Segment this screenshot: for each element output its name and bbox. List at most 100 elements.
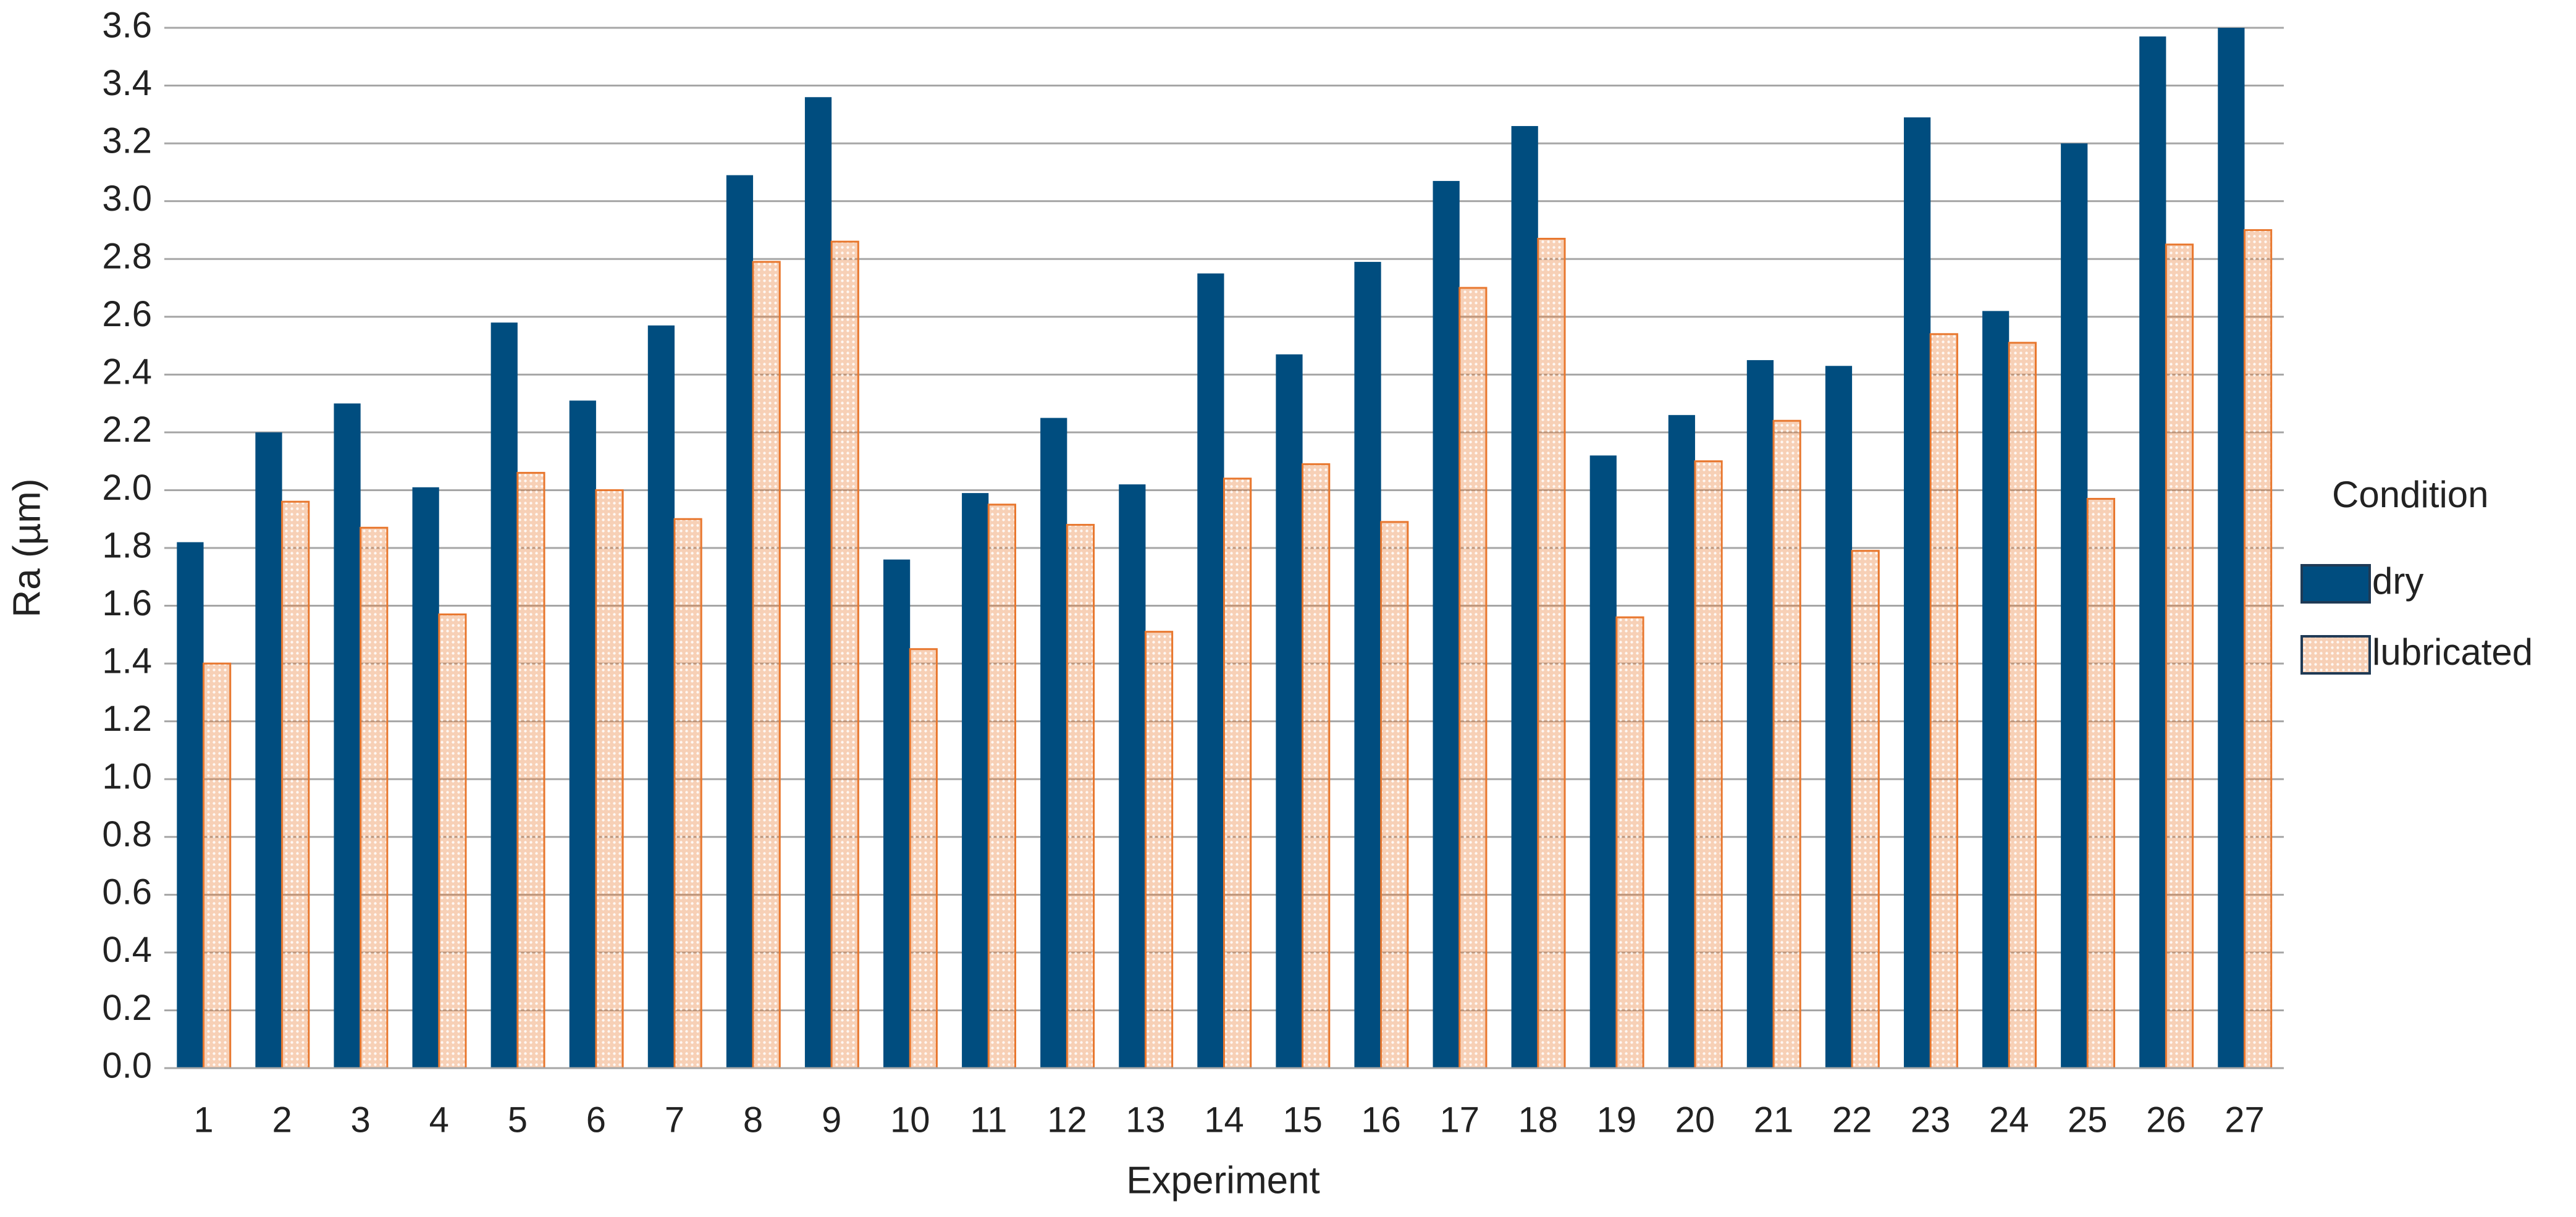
bar — [569, 400, 596, 1068]
y-tick-label: 2.0 — [102, 468, 152, 508]
bar — [1903, 117, 1931, 1068]
bar — [726, 175, 754, 1069]
x-tick-label: 12 — [1047, 1100, 1087, 1140]
x-tick-label: 16 — [1361, 1100, 1401, 1140]
bar — [804, 97, 832, 1069]
x-tick-label: 9 — [822, 1100, 841, 1140]
bar — [1851, 550, 1880, 1069]
bar — [987, 503, 1016, 1069]
x-tick-label: 1 — [193, 1100, 213, 1140]
bar — [962, 493, 989, 1068]
x-tick-label: 15 — [1282, 1100, 1323, 1140]
bar — [1537, 237, 1566, 1069]
x-tick-label: 13 — [1126, 1100, 1166, 1140]
bar — [1197, 273, 1224, 1069]
y-tick-label: 1.2 — [102, 699, 152, 739]
bar — [1144, 631, 1174, 1069]
y-tick-label: 2.8 — [102, 237, 152, 277]
bar — [595, 489, 624, 1069]
bar — [177, 542, 204, 1068]
x-tick-label: 6 — [586, 1100, 606, 1140]
y-tick-label: 0.0 — [102, 1045, 152, 1085]
x-tick-label: 27 — [2225, 1100, 2265, 1140]
bar — [752, 261, 781, 1069]
legend-label: dry — [2372, 560, 2423, 602]
x-tick-label: 22 — [1832, 1100, 1872, 1140]
bar — [1746, 360, 1774, 1068]
bar — [1982, 311, 2010, 1068]
legend-label: lubricated — [2372, 631, 2533, 673]
bar — [1511, 126, 1538, 1069]
bar — [516, 471, 545, 1069]
x-tick-label: 20 — [1675, 1100, 1715, 1140]
x-tick-label: 5 — [508, 1100, 528, 1140]
bar — [1119, 484, 1146, 1068]
y-tick-label: 0.4 — [102, 930, 152, 970]
x-tick-label: 23 — [1911, 1100, 1951, 1140]
bar — [203, 662, 232, 1069]
bar — [909, 648, 938, 1069]
bar — [334, 403, 361, 1068]
bar — [490, 322, 518, 1069]
legend-swatch — [2300, 564, 2371, 604]
bar — [2139, 36, 2166, 1069]
bar — [2061, 143, 2088, 1069]
bar — [438, 613, 467, 1069]
y-tick-label: 0.6 — [102, 872, 152, 912]
bar — [1066, 524, 1095, 1069]
x-tick-label: 25 — [2068, 1100, 2108, 1140]
x-axis-title: Experiment — [1126, 1159, 1320, 1202]
x-tick-label: 4 — [429, 1100, 449, 1140]
bar — [2008, 342, 2037, 1069]
bar — [1276, 354, 1303, 1068]
bar — [883, 559, 911, 1068]
y-tick-label: 1.8 — [102, 525, 152, 565]
x-tick-label: 26 — [2146, 1100, 2186, 1140]
bar — [2243, 229, 2273, 1069]
x-tick-label: 21 — [1754, 1100, 1794, 1140]
y-tick-label: 1.0 — [102, 757, 152, 797]
y-tick-label: 3.0 — [102, 179, 152, 219]
bar — [1458, 287, 1488, 1069]
x-tick-label: 17 — [1439, 1100, 1480, 1140]
y-tick-label: 2.2 — [102, 410, 152, 450]
bar — [1772, 419, 1801, 1069]
bar — [1825, 366, 1853, 1068]
y-tick-label: 2.6 — [102, 294, 152, 334]
bar — [2165, 243, 2194, 1069]
x-tick-label: 3 — [351, 1100, 371, 1140]
legend-title: Condition — [2332, 474, 2489, 515]
x-tick-label: 7 — [665, 1100, 684, 1140]
x-tick-label: 19 — [1597, 1100, 1637, 1140]
y-tick-label: 0.8 — [102, 814, 152, 854]
legend-swatch — [2300, 635, 2371, 675]
bar — [1929, 333, 1958, 1069]
x-tick-label: 24 — [1989, 1100, 2029, 1140]
bar — [1615, 616, 1644, 1069]
bar — [360, 526, 389, 1069]
bar — [1589, 455, 1617, 1068]
x-tick-label: 2 — [272, 1100, 292, 1140]
bar — [1040, 418, 1067, 1068]
y-tick-label: 2.4 — [102, 352, 152, 392]
bar — [1433, 180, 1460, 1068]
y-tick-label: 1.6 — [102, 583, 152, 623]
bar — [647, 325, 675, 1069]
bar — [830, 240, 859, 1069]
y-tick-label: 3.6 — [102, 5, 152, 45]
y-tick-label: 3.2 — [102, 120, 152, 161]
y-tick-label: 1.4 — [102, 641, 152, 681]
x-tick-label: 10 — [890, 1100, 930, 1140]
bar — [1302, 463, 1331, 1069]
bar — [1694, 460, 1723, 1069]
y-axis-title: Ra (µm) — [6, 478, 48, 617]
y-tick-label: 3.4 — [102, 63, 152, 103]
x-tick-label: 8 — [743, 1100, 763, 1140]
x-tick-label: 14 — [1204, 1100, 1244, 1140]
y-tick-label: 0.2 — [102, 988, 152, 1028]
bar — [1668, 415, 1695, 1068]
bar — [673, 518, 702, 1069]
bar — [412, 487, 439, 1068]
bar — [255, 432, 282, 1068]
